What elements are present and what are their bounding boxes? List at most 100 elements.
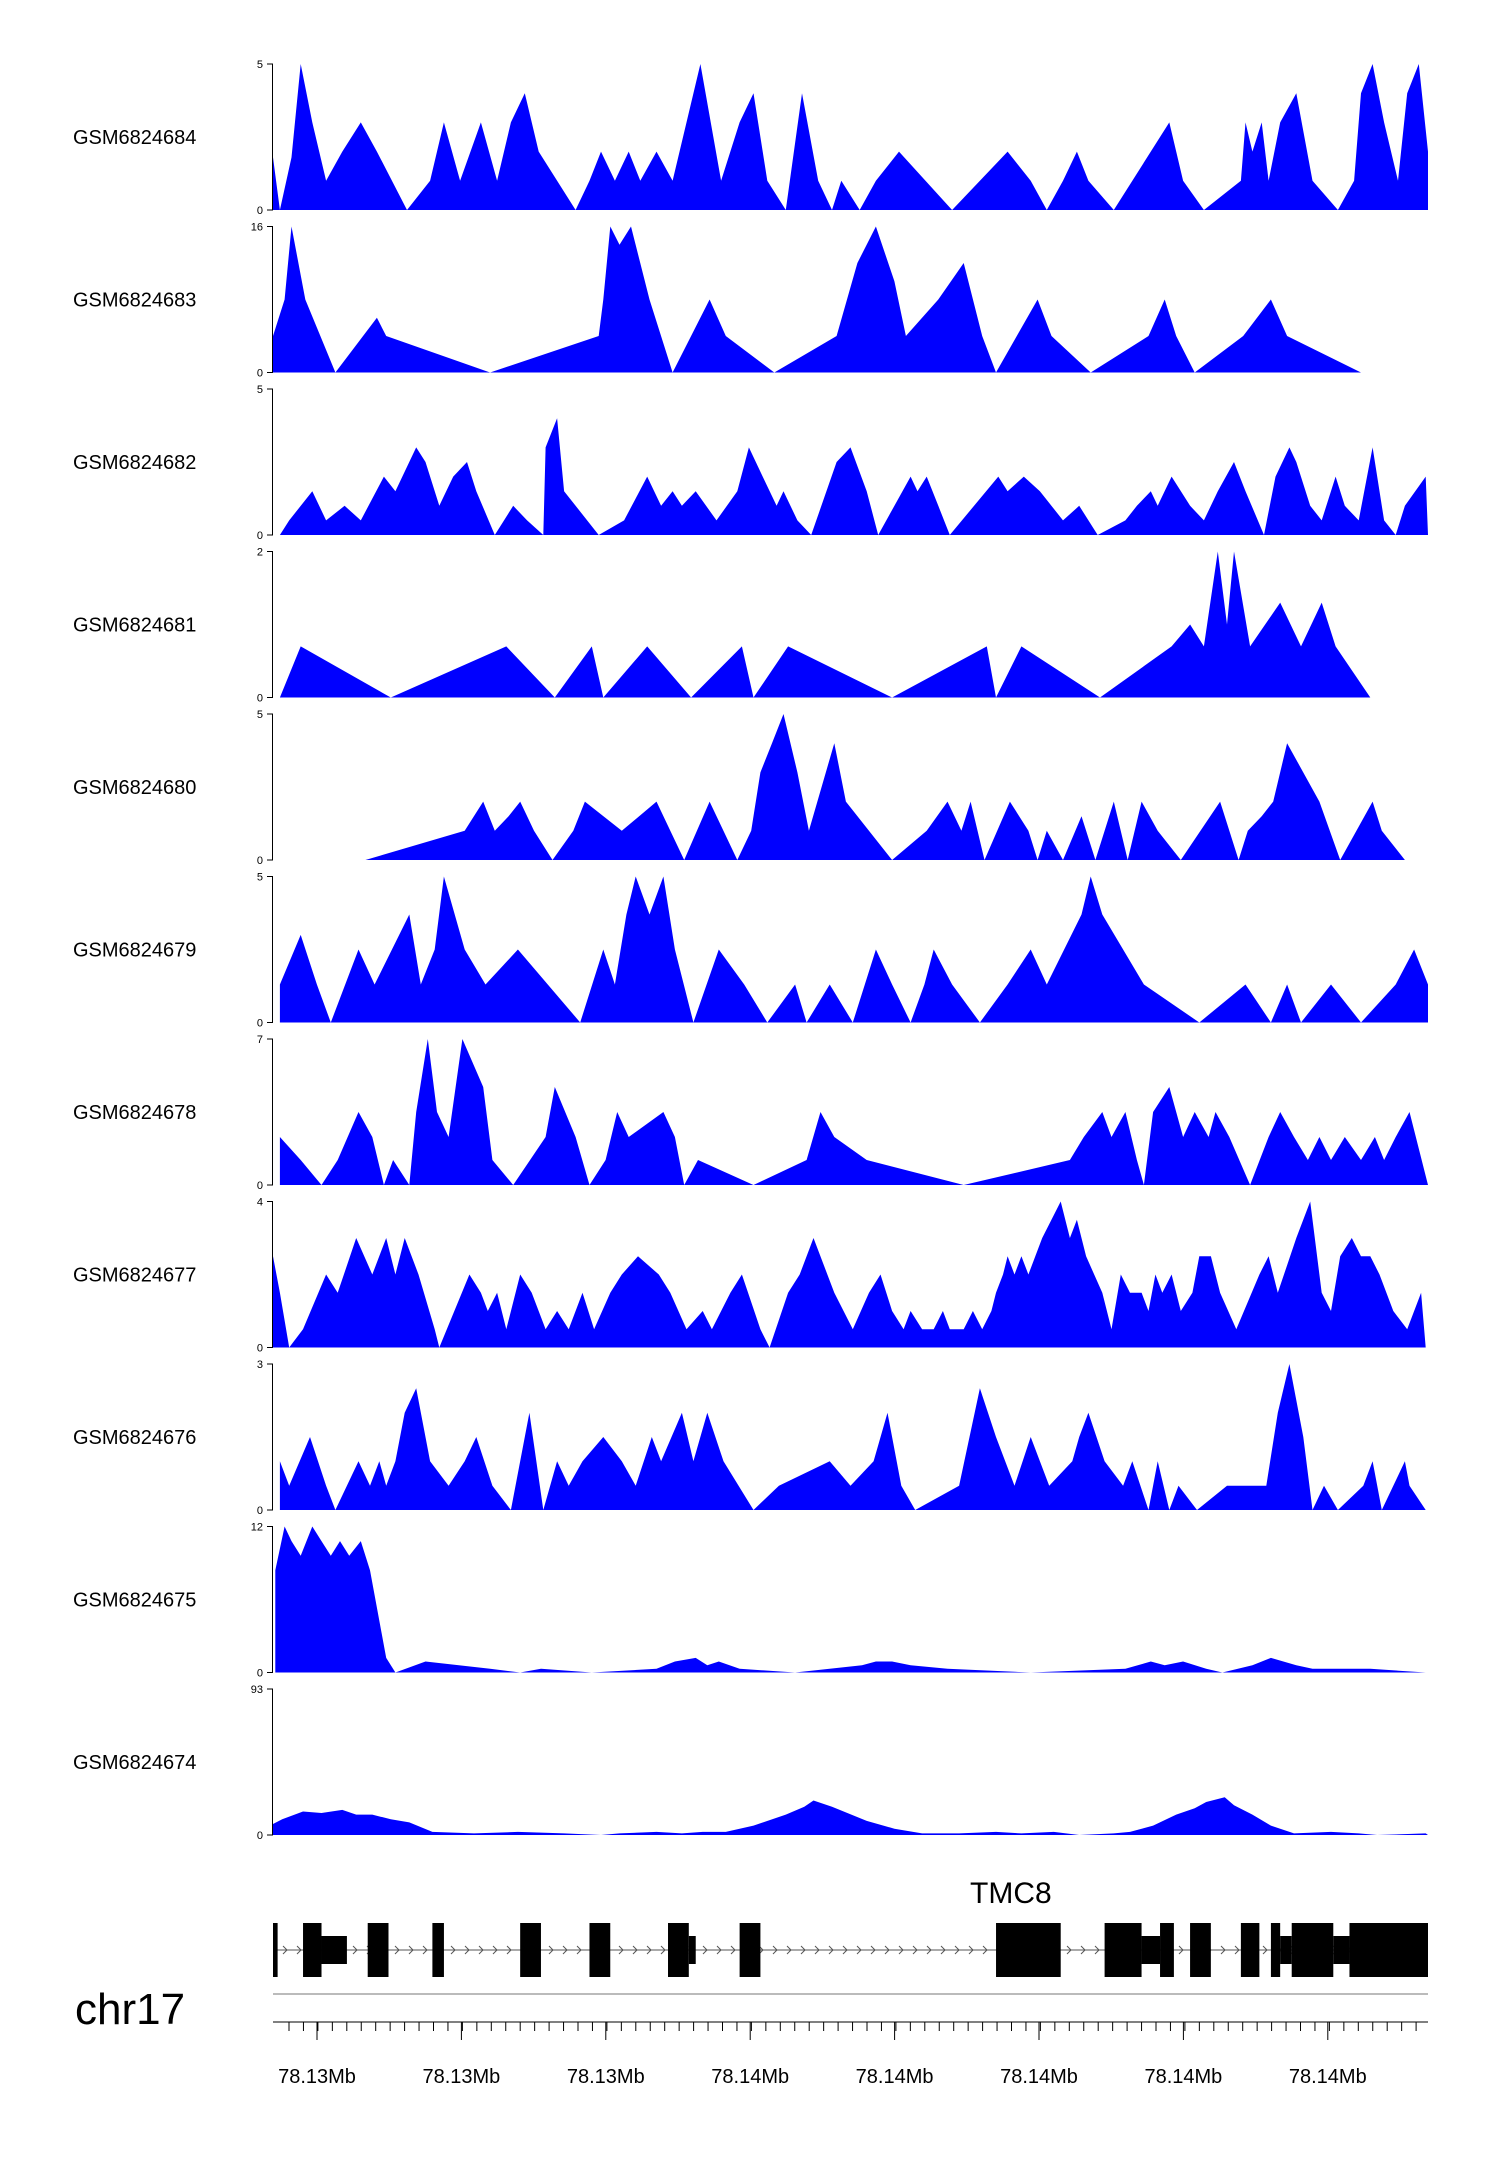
strand-arrow	[786, 1945, 792, 1955]
coverage-area	[273, 64, 1428, 210]
strand-arrow	[954, 1945, 960, 1955]
strand-arrow	[1066, 1945, 1072, 1955]
track-GSM6824676: GSM6824676 3 0	[73, 1359, 1426, 1517]
coverage-area	[273, 226, 1361, 373]
strand-arrow	[912, 1945, 918, 1955]
y-axis-max-label: 5	[257, 709, 263, 721]
track-label: GSM6824683	[73, 290, 196, 312]
coverage-area	[279, 876, 1428, 1023]
strand-arrow	[926, 1945, 932, 1955]
strand-arrow	[478, 1945, 484, 1955]
strand-arrow	[464, 1945, 470, 1955]
coverage-area	[279, 551, 1371, 698]
track-label: GSM6824680	[73, 777, 196, 799]
utr-exon	[321, 1936, 347, 1964]
gene-annotation-track: TMC8	[273, 1877, 1428, 1977]
strand-arrow	[940, 1945, 946, 1955]
strand-arrow	[842, 1945, 848, 1955]
coding-exon	[668, 1923, 689, 1977]
x-tick-label: 78.14Mb	[1144, 2066, 1222, 2088]
track-GSM6824677: GSM6824677 4 0	[73, 1197, 1426, 1355]
y-axis-min-label: 0	[257, 1018, 263, 1030]
strand-arrow	[730, 1945, 736, 1955]
track-label: GSM6824681	[73, 615, 196, 637]
coding-exon	[1291, 1923, 1334, 1977]
strand-arrow	[884, 1945, 890, 1955]
y-axis-max-label: 5	[257, 384, 263, 396]
strand-arrow	[800, 1945, 806, 1955]
coding-exon	[739, 1923, 761, 1977]
coding-exon	[1270, 1923, 1281, 1977]
strand-arrow	[1262, 1945, 1268, 1955]
y-axis-max-label: 5	[257, 59, 263, 71]
strand-arrow	[1178, 1945, 1184, 1955]
strand-arrow	[282, 1945, 288, 1955]
x-tick-label: 78.14Mb	[1289, 2066, 1367, 2088]
coding-exon	[996, 1923, 1061, 1977]
y-axis-min-label: 0	[257, 205, 263, 217]
y-axis-max-label: 12	[251, 1522, 263, 1534]
strand-arrow	[898, 1945, 904, 1955]
y-axis-min-label: 0	[257, 530, 263, 542]
track-GSM6824680: GSM6824680 5 0	[73, 709, 1405, 867]
y-axis-max-label: 7	[257, 1034, 263, 1046]
track-label: GSM6824679	[73, 940, 196, 962]
strand-arrow	[576, 1945, 582, 1955]
y-axis-min-label: 0	[257, 1180, 263, 1192]
track-GSM6824679: GSM6824679 5 0	[73, 872, 1428, 1030]
track-GSM6824684: GSM6824684 5 0	[73, 59, 1428, 217]
y-axis-max-label: 93	[251, 1684, 263, 1696]
track-GSM6824675: GSM6824675 12 0	[73, 1522, 1426, 1680]
y-axis-max-label: 5	[257, 872, 263, 884]
coverage-area	[365, 714, 1405, 860]
strand-arrow	[1094, 1945, 1100, 1955]
strand-arrow	[632, 1945, 638, 1955]
coding-exon	[1349, 1923, 1428, 1977]
strand-arrow	[422, 1945, 428, 1955]
track-label: GSM6824682	[73, 452, 196, 474]
strand-arrow	[814, 1945, 820, 1955]
x-tick-label: 78.14Mb	[1000, 2066, 1078, 2088]
coding-exon	[1240, 1923, 1260, 1977]
x-tick-label: 78.14Mb	[711, 2066, 789, 2088]
track-GSM6824678: GSM6824678 7 0	[73, 1034, 1428, 1192]
strand-arrow	[1220, 1945, 1226, 1955]
strand-arrow	[856, 1945, 862, 1955]
y-axis-min-label: 0	[257, 693, 263, 705]
x-tick-label: 78.13Mb	[278, 2066, 356, 2088]
coverage-area	[279, 1364, 1426, 1510]
track-GSM6824674: GSM6824674 93 0	[73, 1684, 1428, 1842]
coding-exon	[1104, 1923, 1142, 1977]
strand-arrow	[716, 1945, 722, 1955]
strand-arrow	[492, 1945, 498, 1955]
strand-arrow	[646, 1945, 652, 1955]
coverage-area	[279, 418, 1428, 535]
strand-arrow	[548, 1945, 554, 1955]
y-axis-min-label: 0	[257, 1668, 263, 1680]
coding-exon	[273, 1923, 278, 1977]
strand-arrow	[618, 1945, 624, 1955]
strand-arrow	[870, 1945, 876, 1955]
x-tick-label: 78.14Mb	[856, 2066, 934, 2088]
strand-arrow	[702, 1945, 708, 1955]
y-axis-min-label: 0	[257, 1830, 263, 1842]
track-label: GSM6824674	[73, 1752, 196, 1774]
coding-exon	[589, 1923, 611, 1977]
strand-arrow	[828, 1945, 834, 1955]
coverage-area	[273, 1201, 1426, 1348]
utr-exon	[1280, 1936, 1292, 1964]
y-axis-max-label: 2	[257, 547, 263, 559]
strand-arrow	[450, 1945, 456, 1955]
track-label: GSM6824677	[73, 1265, 196, 1287]
track-GSM6824681: GSM6824681 2 0	[73, 547, 1371, 705]
coding-exon	[432, 1923, 444, 1977]
coding-exon	[1190, 1923, 1211, 1977]
strand-arrow	[660, 1945, 666, 1955]
utr-exon	[1141, 1936, 1161, 1964]
y-axis-min-label: 0	[257, 1505, 263, 1517]
y-axis-min-label: 0	[257, 855, 263, 867]
coding-exon	[520, 1923, 541, 1977]
coverage-tracks: GSM682468450GSM6824683160GSM682468250GSM…	[73, 59, 1428, 1842]
track-GSM6824683: GSM6824683 16 0	[73, 222, 1361, 380]
